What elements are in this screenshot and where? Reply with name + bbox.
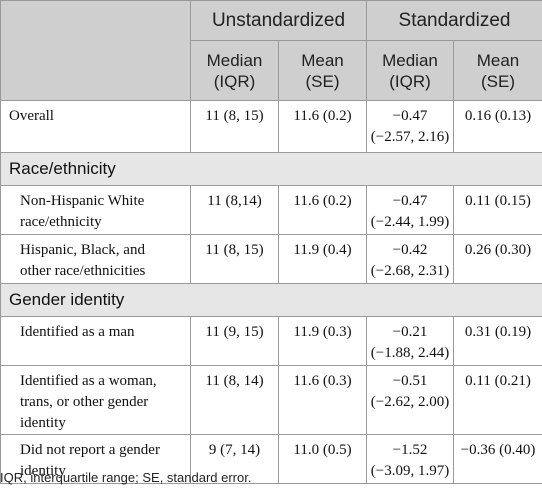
cell-std-median: −0.47 (−2.57, 2.16) [366,100,454,153]
cell-unstd-mean: 11.0 (0.5) [278,434,367,484]
label-text: identity [20,463,66,479]
header-text: Median [206,50,263,70]
header-text: Median [382,50,438,70]
header-text: (SE) [481,71,515,91]
header-unstandardized: Unstandardized [190,0,367,41]
label-text: identity [20,415,66,431]
cell-text: 11 (8,14) [207,193,262,209]
cell-unstd-median: 11 (8, 15) [190,234,279,284]
label-text: Identified as a man [20,324,135,340]
section-title: Gender identity [0,283,542,317]
cell-unstd-median: 9 (7, 14) [190,434,279,484]
header-text: (IQR) [213,71,256,91]
cell-unstd-mean: 11.6 (0.2) [278,185,367,235]
row-label: Identified as a woman, trans, or other ge… [0,365,191,435]
cell-std-mean: 0.11 (0.21) [453,365,542,435]
cell-text: (−2.57, 2.16) [370,129,450,145]
section-header-race: Race/ethnicity [0,152,542,186]
cell-text: −0.47 [392,108,428,124]
header-group-row: Unstandardized Standardized [0,0,542,101]
cell-text: −0.36 (0.40) [460,442,536,458]
row-label: Identified as a man [0,316,191,366]
cell-unstd-mean: 11.6 (0.3) [278,365,367,435]
label-text: Identified as a woman, [20,373,157,389]
cell-text: 11.6 (0.2) [293,193,352,209]
cell-text: 11.9 (0.4) [293,242,352,258]
table-footnote: IQR, interquartile range; SE, standard e… [0,470,252,485]
table-row: Non-Hispanic White race/ethnicity 11 (8,1… [0,185,542,235]
cell-unstd-median: 11 (8, 15) [190,100,279,153]
cell-text: 11 (8, 15) [205,108,264,124]
label-text: Hispanic, Black, and [20,242,145,258]
cell-unstd-median: 11 (8,14) [190,185,279,235]
label-text: Did not report a gender [20,442,160,458]
cell-unstd-mean: 11.6 (0.2) [278,100,367,153]
header-text: (IQR) [389,71,431,91]
cell-text: 9 (7, 14) [208,442,261,458]
cell-std-median: −0.42 (−2.68, 2.31) [366,234,454,284]
cell-text: (−2.68, 2.31) [370,263,450,279]
header-standardized: Standardized [366,0,542,41]
cell-text: 11.6 (0.3) [293,373,352,389]
cell-text: 0.11 (0.15) [465,193,531,209]
cell-text: 11 (9, 15) [205,324,264,340]
table-row: Did not report a gender identity 9 (7, 14… [0,434,542,484]
cell-text: (−3.09, 1.97) [370,463,450,479]
cell-text: −0.21 [392,324,428,340]
cell-unstd-mean: 11.9 (0.3) [278,316,367,366]
table-row-overall: Overall 11 (8, 15) 11.6 (0.2) −0.47 (−2.5… [0,100,542,153]
cell-text: 11 (8, 14) [205,373,264,389]
section-title: Race/ethnicity [0,152,542,186]
header-text: (SE) [305,71,340,91]
cell-text: −1.52 [392,442,428,458]
table-row: Identified as a woman, trans, or other ge… [0,365,542,435]
cell-unstd-median: 11 (8, 14) [190,365,279,435]
cell-text: 0.16 (0.13) [464,108,532,124]
cell-std-mean: 0.26 (0.30) [453,234,542,284]
cell-std-median: −1.52 (−3.09, 1.97) [366,434,454,484]
header-unstd-mean: Mean (SE) [278,40,367,101]
section-header-gender: Gender identity [0,283,542,317]
header-sub-row: Median (IQR) Mean (SE) Median (IQR) Mean (SE… [1,40,542,101]
cell-std-median: −0.51 (−2.62, 2.00) [366,365,454,435]
header-std-mean: Mean (SE) [453,40,542,101]
cell-std-median: −0.21 (−1.88, 2.44) [366,316,454,366]
cell-std-median: −0.47 (−2.44, 1.99) [366,185,454,235]
cell-std-mean: 0.31 (0.19) [453,316,542,366]
cell-std-mean: 0.11 (0.15) [453,185,542,235]
header-std-median: Median (IQR) [366,40,454,101]
cell-std-mean: −0.36 (0.40) [453,434,542,484]
cell-text: 0.31 (0.19) [464,324,532,340]
row-label: Non-Hispanic White race/ethnicity [0,185,191,235]
header-text: Mean [476,50,520,70]
cell-text: −0.42 [392,242,428,258]
row-label: Overall [0,100,191,153]
table-row: Identified as a man 11 (9, 15) 11.9 (0.3… [0,316,542,366]
cell-text: (−2.62, 2.00) [370,394,450,410]
cell-text: (−1.88, 2.44) [370,345,450,361]
cell-text: 11.9 (0.3) [293,324,352,340]
row-label: Hispanic, Black, and other race/ethniciti… [0,234,191,284]
cell-unstd-median: 11 (9, 15) [190,316,279,366]
table-row: Hispanic, Black, and other race/ethniciti… [0,234,542,284]
cell-std-mean: 0.16 (0.13) [453,100,542,153]
cell-text: (−2.44, 1.99) [370,214,450,230]
label-text: other race/ethnicities [20,263,146,279]
header-text: Mean [301,50,344,70]
header-unstd-median: Median (IQR) [190,40,279,101]
cell-text: 0.26 (0.30) [464,242,532,258]
cell-text: −0.51 [392,373,428,389]
cell-text: 11 (8, 15) [205,242,264,258]
cell-text: −0.47 [392,193,428,209]
label-text: trans, or other gender [20,394,149,410]
label-text: race/ethnicity [20,214,102,230]
header-corner [0,0,191,101]
cell-text: 11.0 (0.5) [293,442,352,458]
cell-text: 0.11 (0.21) [465,373,531,389]
label-text: Non-Hispanic White [20,193,145,209]
row-label: Did not report a gender identity [0,434,191,484]
cell-text: 11.6 (0.2) [293,108,352,124]
cell-unstd-mean: 11.9 (0.4) [278,234,367,284]
